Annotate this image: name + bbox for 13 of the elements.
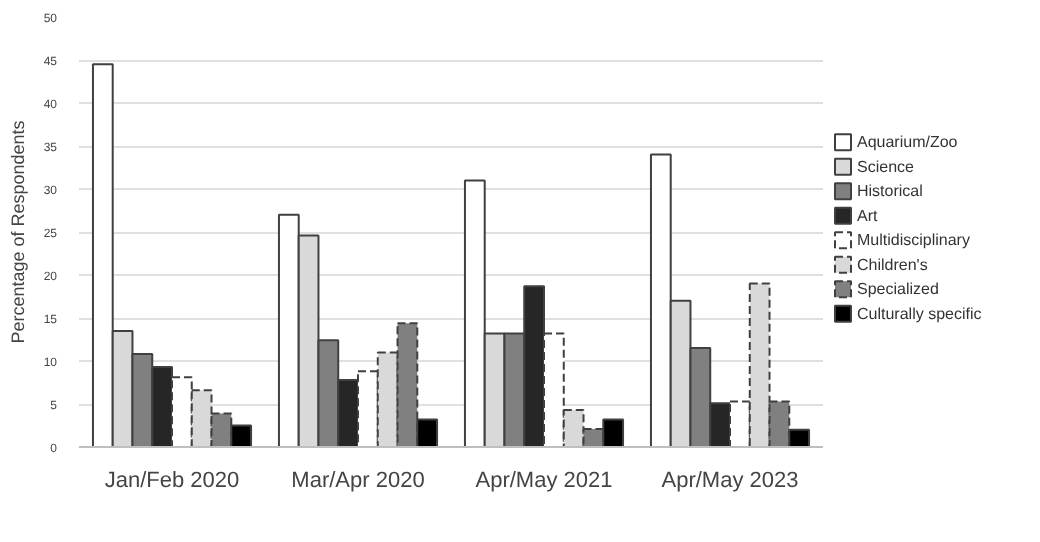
legend-label: Aquarium/Zoo [857,133,959,152]
y-axis-title: Percentage of Respondents [7,119,28,344]
x-tick-label: Apr/May 2023 [661,469,799,493]
x-tick-label: Apr/May 2021 [475,469,613,493]
x-tick-label: Jan/Feb 2020 [104,469,240,493]
legend-label: Specialized [857,280,939,299]
legend-label: Art [857,206,879,225]
legend-label: Multidisciplinary [857,231,970,250]
legend-label: Historical [857,182,924,201]
x-tick-label: Mar/Apr 2020 [291,469,425,493]
legend-label: Culturally specific [857,304,982,323]
legend-label: Science [857,157,916,176]
legend-label: Children's [857,255,928,274]
